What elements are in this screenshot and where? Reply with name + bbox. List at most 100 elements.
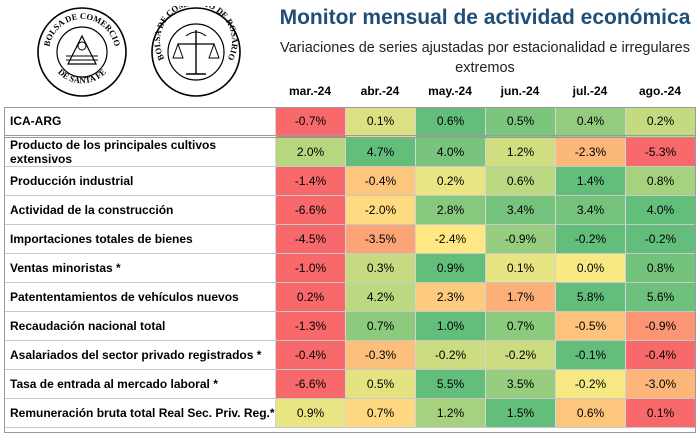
value-cell: -1.4%	[275, 166, 346, 196]
value-cell: -0.4%	[625, 340, 695, 370]
table-row: Actividad de la construcción -6.6% -2.0% 2.…	[4, 195, 695, 225]
page-subtitle: Variaciones de series ajustadas por esta…	[280, 40, 690, 76]
value-cell: 0.8%	[625, 166, 695, 196]
row-label: Recaudación nacional total	[4, 311, 276, 341]
value-cell: -0.1%	[555, 340, 626, 370]
value-cell: -6.6%	[275, 195, 346, 225]
value-cell: 4.7%	[345, 136, 416, 167]
left-seal-text-bottom: DE SANTA FE	[56, 66, 108, 85]
table-row: Ventas minoristas * -1.0% 0.3% 0.9% 0.1% 0.0%…	[4, 253, 695, 283]
indicator-table: ICA-ARG -0.7% 0.1% 0.6% 0.5% 0.4% 0.2% Producto…	[4, 107, 695, 428]
value-cell: 4.0%	[415, 136, 486, 167]
value-cell: 1.2%	[485, 136, 556, 167]
value-cell: -0.9%	[625, 311, 695, 341]
value-cell: 3.4%	[555, 195, 626, 225]
row-label: ICA-ARG	[4, 107, 276, 138]
value-cell: 0.5%	[485, 107, 556, 138]
column-header: mar.-24	[288, 84, 332, 98]
value-cell: -0.2%	[415, 340, 486, 370]
value-cell: 4.0%	[625, 195, 695, 225]
value-cell: 1.2%	[415, 398, 486, 428]
value-cell: 0.1%	[625, 398, 695, 428]
value-cell: -0.4%	[275, 340, 346, 370]
row-label: Remuneración bruta total Real Sec. Priv.…	[4, 398, 276, 428]
value-cell: 0.6%	[485, 166, 556, 196]
bolsa-rosario-seal-icon: BOLSA DE COMERCIO DE ROSARIO	[151, 6, 241, 97]
table-row: Patententamientos de vehículos nuevos 0.2…	[4, 282, 695, 312]
value-cell: -3.0%	[625, 369, 695, 399]
value-cell: -0.5%	[555, 311, 626, 341]
value-cell: 1.0%	[415, 311, 486, 341]
row-label: Patententamientos de vehículos nuevos	[4, 282, 276, 312]
value-cell: -5.3%	[625, 136, 695, 167]
value-cell: -0.9%	[485, 224, 556, 254]
row-label: Asalariados del sector privado registrad…	[4, 340, 276, 370]
value-cell: 1.4%	[555, 166, 626, 196]
row-label: Importaciones totales de bienes	[4, 224, 276, 254]
value-cell: 3.5%	[485, 369, 556, 399]
value-cell: 1.7%	[485, 282, 556, 312]
value-cell: 0.4%	[555, 107, 626, 138]
value-cell: -3.5%	[345, 224, 416, 254]
value-cell: 0.5%	[345, 369, 416, 399]
value-cell: 0.7%	[485, 311, 556, 341]
row-label: Actividad de la construcción	[4, 195, 276, 225]
value-cell: -2.0%	[345, 195, 416, 225]
table-row: Producto de los principales cultivos ext…	[4, 136, 695, 167]
value-cell: 0.8%	[625, 253, 695, 283]
table-row: ICA-ARG -0.7% 0.1% 0.6% 0.5% 0.4% 0.2%	[4, 107, 695, 138]
value-cell: 0.2%	[275, 282, 346, 312]
value-cell: 5.5%	[415, 369, 486, 399]
value-cell: -1.3%	[275, 311, 346, 341]
column-header: abr.-24	[360, 84, 400, 98]
value-cell: -0.4%	[345, 166, 416, 196]
value-cell: -2.4%	[415, 224, 486, 254]
table-row: Remuneración bruta total Real Sec. Priv.…	[4, 398, 695, 428]
value-cell: -0.2%	[485, 340, 556, 370]
value-cell: -2.3%	[555, 136, 626, 167]
value-cell: 0.6%	[415, 107, 486, 138]
svg-text:DE SANTA FE: DE SANTA FE	[56, 66, 108, 85]
value-cell: 0.1%	[485, 253, 556, 283]
table-row: Importaciones totales de bienes -4.5% -3.5…	[4, 224, 695, 254]
column-header: jul.-24	[572, 84, 608, 98]
value-cell: -0.7%	[275, 107, 346, 138]
value-cell: 5.8%	[555, 282, 626, 312]
value-cell: 0.7%	[345, 311, 416, 341]
value-cell: -0.2%	[555, 224, 626, 254]
row-label: Ventas minoristas *	[4, 253, 276, 283]
table-row: Recaudación nacional total -1.3% 0.7% 1.0% 0…	[4, 311, 695, 341]
value-cell: 0.0%	[555, 253, 626, 283]
value-cell: 0.2%	[625, 107, 695, 138]
value-cell: 0.3%	[345, 253, 416, 283]
column-header: ago.-24	[638, 84, 681, 98]
value-cell: -0.2%	[555, 369, 626, 399]
value-cell: 4.2%	[345, 282, 416, 312]
value-cell: 2.8%	[415, 195, 486, 225]
column-header: jun.-24	[500, 84, 540, 98]
value-cell: -0.2%	[625, 224, 695, 254]
row-label: Producto de los principales cultivos ext…	[4, 136, 276, 167]
table-row: Tasa de entrada al mercado laboral * -6.6…	[4, 369, 695, 399]
column-header: may.-24	[428, 84, 472, 98]
row-label: Tasa de entrada al mercado laboral *	[4, 369, 276, 399]
value-cell: 0.9%	[415, 253, 486, 283]
value-cell: 2.0%	[275, 136, 346, 167]
value-cell: -6.6%	[275, 369, 346, 399]
value-cell: 0.2%	[415, 166, 486, 196]
value-cell: 0.7%	[345, 398, 416, 428]
value-cell: 1.5%	[485, 398, 556, 428]
value-cell: 3.4%	[485, 195, 556, 225]
value-cell: 0.9%	[275, 398, 346, 428]
logos: BOLSA DE COMERCIO DE SANTA FE BOLSA DE C…	[37, 6, 241, 97]
table-row: Producción industrial -1.4% -0.4% 0.2% 0.6% 1…	[4, 166, 695, 196]
value-cell: 2.3%	[415, 282, 486, 312]
value-cell: 0.1%	[345, 107, 416, 138]
value-cell: -0.3%	[345, 340, 416, 370]
value-cell: -4.5%	[275, 224, 346, 254]
value-cell: 5.6%	[625, 282, 695, 312]
value-cell: 0.6%	[555, 398, 626, 428]
page-title: Monitor mensual de actividad económica	[279, 6, 691, 29]
row-label: Producción industrial	[4, 166, 276, 196]
bolsa-santa-fe-seal-icon: BOLSA DE COMERCIO DE SANTA FE	[37, 7, 127, 97]
